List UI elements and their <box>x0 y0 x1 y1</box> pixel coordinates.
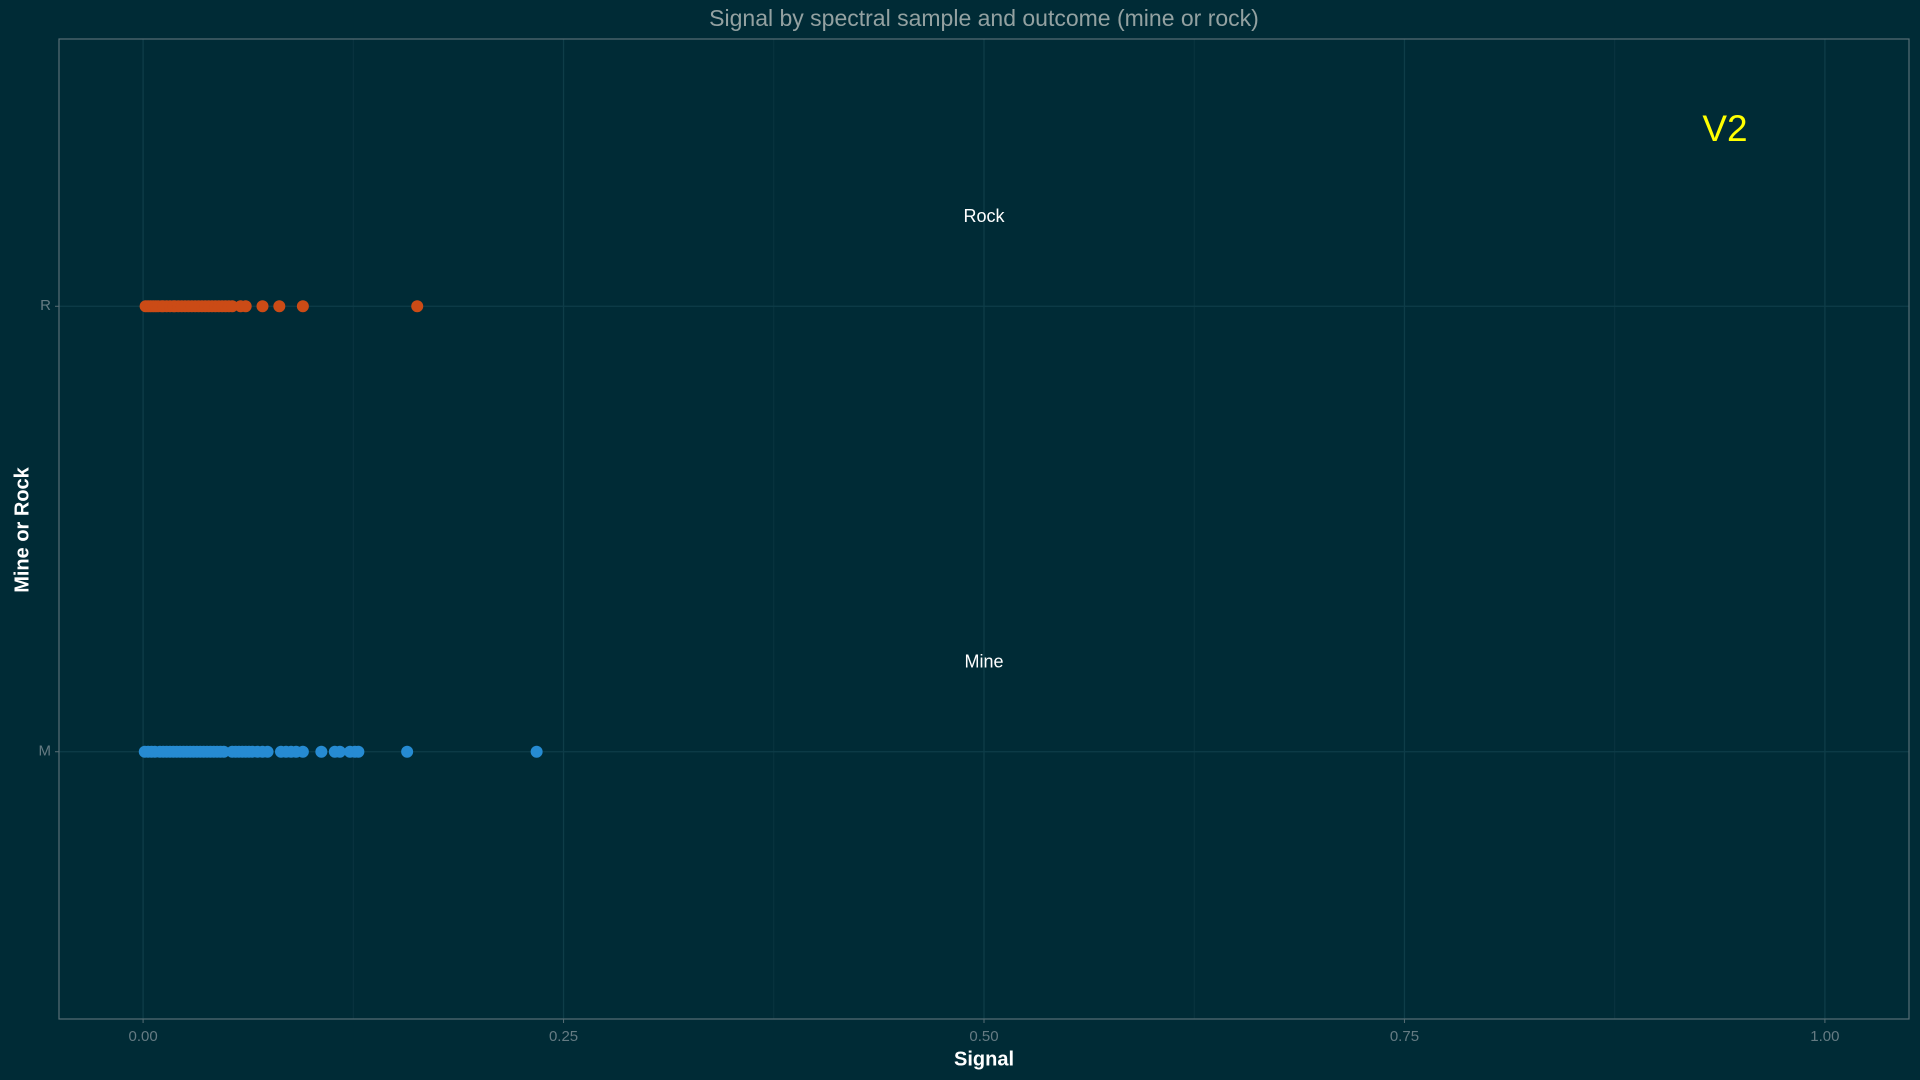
point <box>333 745 346 758</box>
point <box>296 745 309 758</box>
x-tick-label: 1.00 <box>1810 1028 1839 1045</box>
chart-title: Signal by spectral sample and outcome (m… <box>709 5 1259 31</box>
point <box>226 300 239 313</box>
point <box>352 745 365 758</box>
x-axis-title: Signal <box>954 1048 1014 1070</box>
facet-label: V2 <box>1702 108 1747 149</box>
point <box>411 300 424 313</box>
series-label: Mine <box>964 651 1003 671</box>
point <box>273 300 286 313</box>
point <box>315 745 328 758</box>
point <box>261 745 274 758</box>
x-tick-label: 0.75 <box>1390 1028 1419 1045</box>
x-tick-label: 0.00 <box>128 1028 157 1045</box>
panel-border <box>58 38 1910 1020</box>
point <box>239 300 252 313</box>
y-axis-title: Mine or Rock <box>11 466 33 592</box>
series-label: Rock <box>963 206 1005 226</box>
y-tick-label: M <box>39 743 52 760</box>
point <box>296 300 309 313</box>
point <box>401 745 414 758</box>
point <box>256 300 269 313</box>
point <box>530 745 543 758</box>
x-tick-label: 0.25 <box>549 1028 578 1045</box>
y-tick-label: R <box>40 297 51 314</box>
point <box>217 745 230 758</box>
x-tick-label: 0.50 <box>969 1028 998 1045</box>
